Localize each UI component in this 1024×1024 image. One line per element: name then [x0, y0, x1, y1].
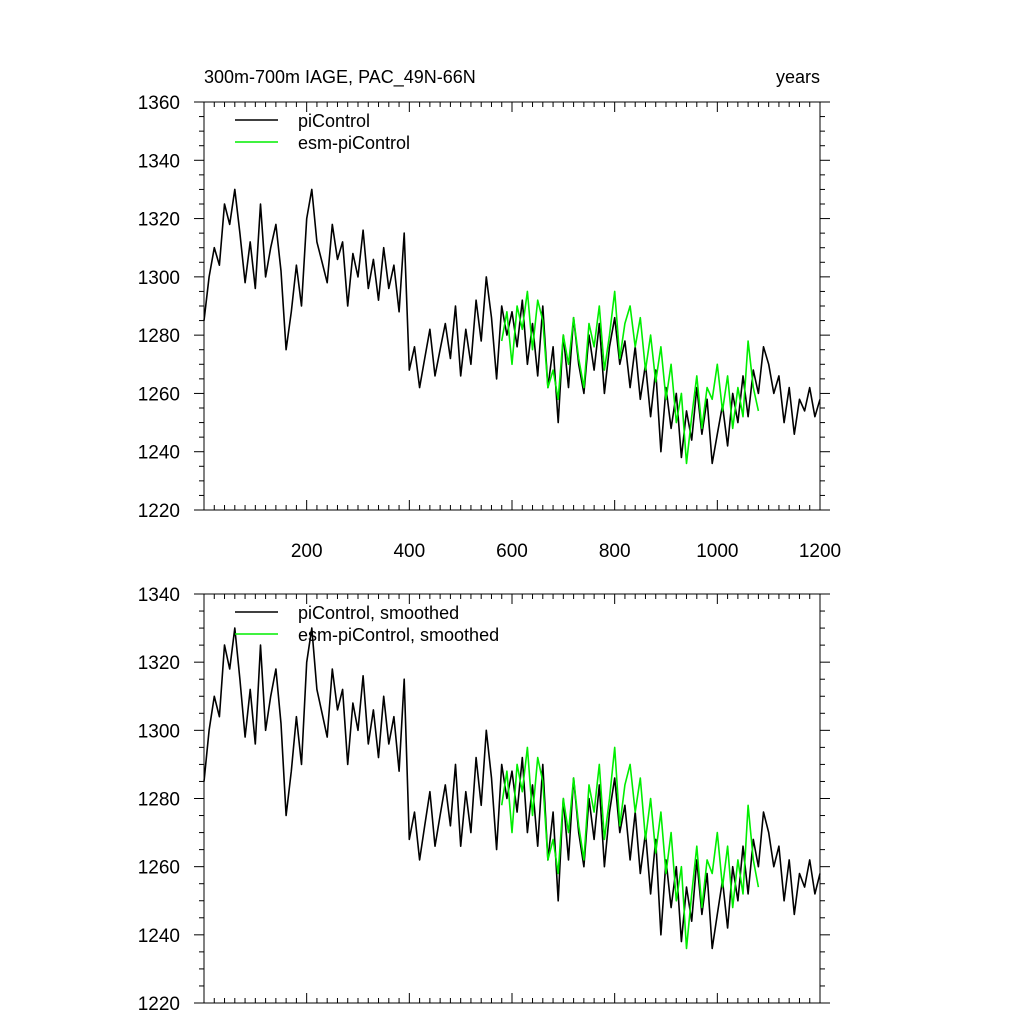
bottom-series-line-picontrol — [203, 627, 821, 950]
top-legend: piControl esm-piControl — [235, 111, 410, 153]
top-y-tick-label: 1360 — [138, 93, 180, 114]
top-x-tick-label: 400 — [393, 541, 425, 562]
bottom-legend-label-esm-picontrol: esm-piControl, smoothed — [298, 625, 499, 645]
top-y-tick-label: 1320 — [138, 210, 180, 231]
bottom-y-tick-label: 1280 — [138, 790, 180, 811]
top-x-tick-label: 800 — [599, 541, 631, 562]
top-y-tick-label: 1300 — [138, 268, 180, 289]
top-y-tick-label: 1240 — [138, 443, 180, 464]
top-y-tick-label: 1280 — [138, 326, 180, 347]
bottom-panel: 1220 1240 1260 1280 1300 1320 1340 piControl, … — [138, 585, 830, 1015]
top-legend-label-picontrol: piControl — [298, 111, 370, 131]
top-series-group — [203, 188, 821, 465]
top-x-tick-label: 1000 — [696, 541, 738, 562]
top-panel-title-right: years — [776, 67, 820, 87]
bottom-y-tick-label: 1300 — [138, 721, 180, 742]
bottom-series-group — [203, 627, 821, 950]
top-axes: 1220 1240 1260 1280 1300 1320 1340 1360 200 400 60… — [138, 93, 841, 562]
top-series-line-esm-picontrol — [500, 290, 760, 465]
top-series-line-picontrol — [203, 188, 821, 465]
bottom-y-tick-label: 1240 — [138, 926, 180, 947]
bottom-legend: piControl, smoothed esm-piControl, smoot… — [235, 603, 499, 645]
top-x-tick-label: 200 — [291, 541, 323, 562]
top-y-tick-label: 1340 — [138, 151, 180, 172]
top-y-tick-label: 1220 — [138, 501, 180, 522]
top-plot-frame — [203, 101, 821, 511]
bottom-y-tick-label: 1320 — [138, 653, 180, 674]
top-x-tick-label: 1200 — [799, 541, 841, 562]
bottom-axes: 1220 1240 1260 1280 1300 1320 1340 — [138, 585, 830, 1015]
bottom-legend-label-picontrol: piControl, smoothed — [298, 603, 459, 623]
bottom-series-line-esm-picontrol — [500, 746, 760, 950]
top-panel: 300m-700m IAGE, PAC_49N-66N years 122012… — [138, 67, 841, 562]
bottom-y-tick-label: 1220 — [138, 994, 180, 1015]
top-x-tick-label: 600 — [496, 541, 528, 562]
top-legend-label-esm-picontrol: esm-piControl — [298, 133, 410, 153]
bottom-y-tick-label: 1260 — [138, 858, 180, 879]
top-panel-title: 300m-700m IAGE, PAC_49N-66N — [204, 67, 476, 88]
bottom-plot-frame — [203, 593, 821, 1004]
bottom-y-tick-label: 1340 — [138, 585, 180, 606]
top-y-tick-label: 1260 — [138, 384, 180, 405]
